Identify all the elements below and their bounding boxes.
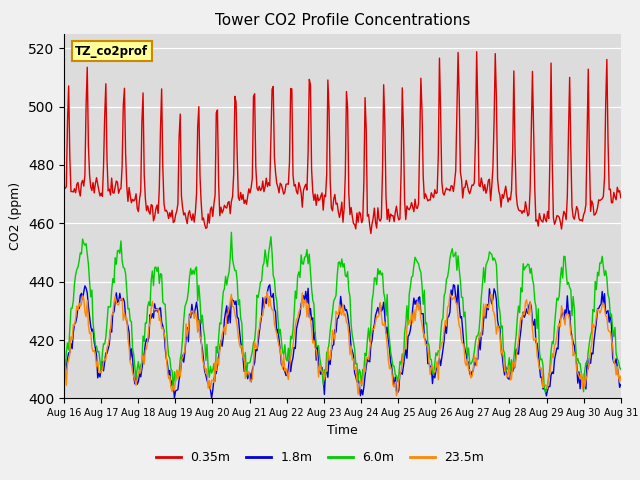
Y-axis label: CO2 (ppm): CO2 (ppm) — [10, 182, 22, 250]
Text: TZ_co2prof: TZ_co2prof — [75, 45, 148, 58]
Legend: 0.35m, 1.8m, 6.0m, 23.5m: 0.35m, 1.8m, 6.0m, 23.5m — [150, 446, 490, 469]
Title: Tower CO2 Profile Concentrations: Tower CO2 Profile Concentrations — [214, 13, 470, 28]
X-axis label: Time: Time — [327, 424, 358, 437]
